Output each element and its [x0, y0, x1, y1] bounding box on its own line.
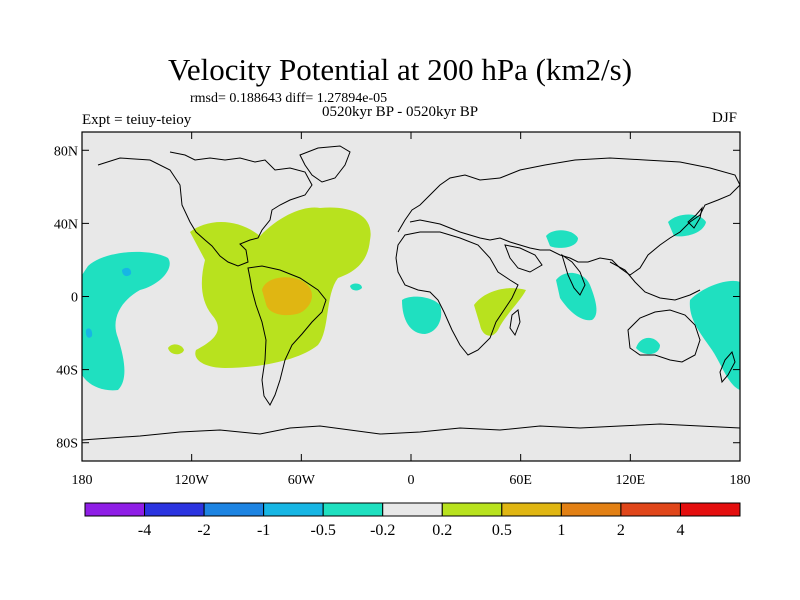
colorbar-label: 4 [676, 522, 684, 539]
strong-negative-anomaly-pacific-south [85, 328, 93, 338]
positive-anomaly-small [168, 344, 184, 355]
lon-tick-label: 180 [730, 473, 751, 488]
negative-anomaly-north-africa [546, 230, 578, 248]
negative-anomaly-southwest-pacific [689, 280, 740, 390]
coastline-arabia [504, 244, 543, 273]
experiment-label: Expt = teiuy-teioy [82, 112, 192, 128]
colorbar-swatch [322, 502, 384, 517]
coastline-japan [687, 206, 703, 229]
coastline-europe [397, 174, 501, 233]
colorbar-swatch [679, 502, 741, 517]
coastline-africa [395, 231, 519, 356]
positive-anomaly-east-africa [474, 288, 526, 336]
latitude-axis: 80N 40N 0 40S 80S [54, 144, 740, 452]
period-subtitle: 0520kyr BP - 0520kyr BP [321, 104, 479, 120]
map-title: Velocity Potential at 200 hPa (km2/s) [167, 52, 633, 87]
coastline-india [561, 253, 586, 296]
colorbar-label: 0.2 [432, 522, 452, 539]
coastlines [82, 145, 740, 441]
colorbar-label: -2 [197, 522, 210, 539]
colorbar-label: 0.5 [492, 522, 512, 539]
map-panel: 80N 40N 0 40S 80S 180 120W 60W 0 60E 120E 180 [54, 131, 751, 488]
coastline-madagascar [509, 309, 521, 337]
coastline-new-zealand [719, 350, 736, 384]
strong-positive-anomaly-amazon [262, 277, 313, 316]
map-background [82, 132, 740, 461]
colorbar-label: 2 [617, 522, 625, 539]
colorbar: -4 -2 -1 -0.5 -0.2 0.2 0.5 1 2 4 [84, 502, 741, 539]
negative-anomaly-central-pacific [82, 251, 170, 391]
lat-tick-label: 80N [54, 144, 78, 159]
coastline-south-america [247, 265, 327, 406]
negative-anomaly-small-atlantic [350, 283, 362, 291]
negative-anomaly-indian-ocean [556, 272, 597, 321]
colorbar-label: -1 [257, 522, 270, 539]
colorbar-label: -4 [138, 522, 151, 539]
colorbar-swatch [620, 502, 681, 517]
negative-anomaly-south-atlantic [402, 296, 442, 334]
rmsd-diff-stats: rmsd= 0.188643 diff= 1.27894e-05 [190, 91, 388, 106]
colorbar-swatch [84, 502, 146, 517]
colorbar-swatch [560, 502, 622, 517]
lon-tick-label: 120W [175, 473, 210, 488]
contour-fills [82, 207, 740, 391]
colorbar-swatch [144, 502, 205, 517]
coastline-antarctica [82, 423, 740, 441]
colorbar-swatch [263, 502, 324, 517]
coastline-north-america [97, 151, 313, 267]
longitude-axis: 180 120W 60W 0 60E 120E 180 [72, 132, 751, 488]
lon-tick-label: 120E [616, 473, 646, 488]
lon-tick-label: 60E [509, 473, 532, 488]
colorbar-swatch [203, 502, 265, 517]
lon-tick-label: 180 [72, 473, 93, 488]
lat-tick-label: 40S [56, 364, 78, 379]
coastline-greenland [299, 145, 351, 183]
coastline-southeast-asia [609, 261, 701, 301]
colorbar-swatch [501, 502, 562, 517]
lat-tick-label: 0 [71, 291, 78, 306]
coastline-asia [409, 157, 740, 276]
lon-tick-label: 60W [288, 473, 316, 488]
negative-anomaly-australia [636, 337, 660, 355]
strong-negative-anomaly-pacific [122, 267, 132, 277]
season-label: DJF [712, 110, 738, 126]
coastline-australia [627, 309, 701, 363]
colorbar-label: -0.5 [311, 522, 336, 539]
colorbar-swatch [441, 502, 503, 517]
colorbar-label: -0.2 [370, 522, 395, 539]
lat-tick-label: 80S [56, 437, 78, 452]
lon-tick-label: 0 [408, 473, 415, 488]
colorbar-label: 1 [557, 522, 565, 539]
colorbar-swatch [382, 502, 443, 517]
lat-tick-label: 40N [54, 217, 78, 232]
